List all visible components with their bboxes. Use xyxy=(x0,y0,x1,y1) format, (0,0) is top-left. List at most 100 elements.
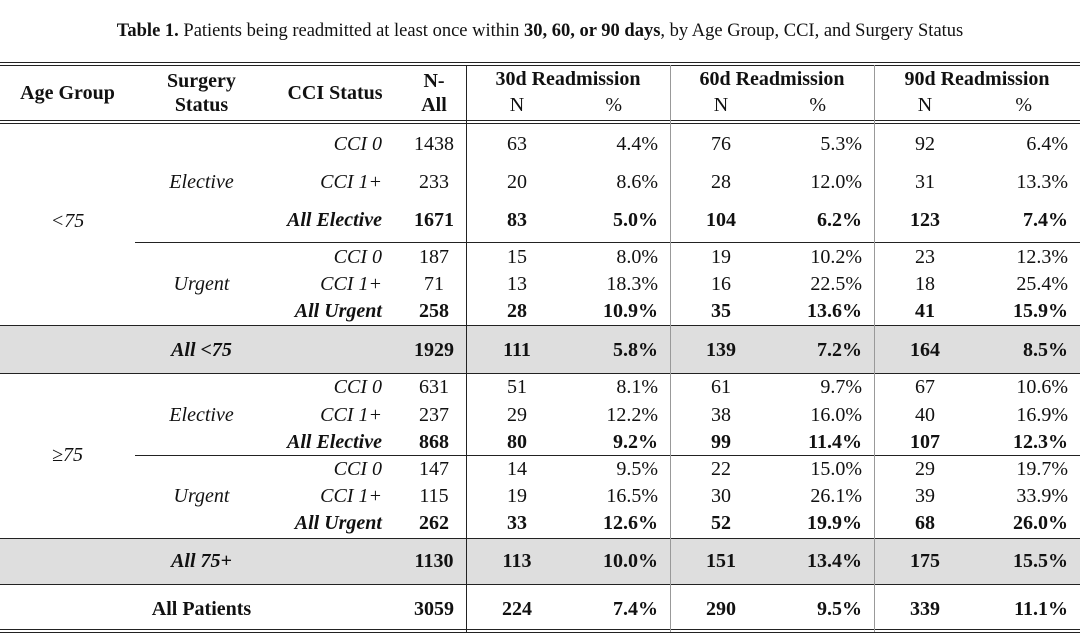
n-all-cell: 3059 xyxy=(414,597,454,620)
n-60d-cell: 22 xyxy=(711,457,731,480)
n-90d-cell: 92 xyxy=(915,132,935,155)
n-60d-cell: 35 xyxy=(711,299,731,322)
n-90d-cell: 339 xyxy=(910,597,940,620)
n-30d-cell: 19 xyxy=(507,484,527,507)
n-all-cell: 115 xyxy=(419,484,449,507)
pct-90d-cell: 19.7% xyxy=(1016,457,1068,480)
header-n-all: N- All xyxy=(421,70,447,116)
n-30d-cell: 20 xyxy=(507,170,527,193)
pct-30d-cell: 10.0% xyxy=(603,549,658,572)
pct-60d-cell: 13.6% xyxy=(807,299,862,322)
n-60d-cell: 28 xyxy=(711,170,731,193)
n-90d-cell: 18 xyxy=(915,272,935,295)
top-rule xyxy=(0,62,1080,63)
caption-text-bold: 30, 60, or 90 days xyxy=(524,21,661,41)
pct-30d-cell: 5.8% xyxy=(613,338,658,361)
n-30d-cell: 113 xyxy=(502,549,532,572)
pct-60d-cell: 12.0% xyxy=(810,170,862,193)
n-30d-cell: 83 xyxy=(507,208,527,231)
header-age-group: Age Group xyxy=(20,82,115,104)
cci-status-cell: All Urgent xyxy=(294,299,382,322)
pct-30d-cell: 16.5% xyxy=(606,484,658,507)
header-30d-readmission: 30d Readmission xyxy=(495,68,641,90)
column-divider xyxy=(466,65,467,632)
pct-30d-cell: 8.6% xyxy=(616,170,658,193)
pct-60d-cell: 26.1% xyxy=(810,484,862,507)
bottom-rule xyxy=(0,629,1080,630)
pct-60d-cell: 13.4% xyxy=(807,549,862,572)
pct-30d-cell: 4.4% xyxy=(616,132,658,155)
n-60d-cell: 104 xyxy=(706,208,736,231)
header-pct: % xyxy=(809,93,826,116)
group-divider xyxy=(135,242,1080,243)
pct-30d-cell: 18.3% xyxy=(606,272,658,295)
n-60d-cell: 52 xyxy=(711,511,731,534)
header-cci-status: CCI Status xyxy=(287,82,383,104)
n-all-cell: 147 xyxy=(419,457,449,480)
surgery-urgent: Urgent xyxy=(173,484,230,507)
n-60d-cell: 151 xyxy=(706,549,736,572)
cci-status-cell: CCI 0 xyxy=(333,375,382,398)
cci-status-cell: CCI 1+ xyxy=(320,272,382,295)
summary-row-shade xyxy=(0,538,1080,584)
n-all-cell: 187 xyxy=(419,245,449,268)
pct-30d-cell: 8.1% xyxy=(616,375,658,398)
pct-30d-cell: 9.2% xyxy=(613,430,658,453)
top-rule-double xyxy=(0,65,1080,66)
header-pct: % xyxy=(1015,93,1032,116)
header-n: N xyxy=(509,93,525,116)
caption-label: Table 1. xyxy=(116,21,179,41)
pct-90d-cell: 8.5% xyxy=(1023,338,1068,361)
pct-60d-cell: 15.0% xyxy=(810,457,862,480)
pct-30d-cell: 5.0% xyxy=(613,208,658,231)
surgery-elective: Elective xyxy=(169,403,234,426)
n-90d-cell: 107 xyxy=(910,430,940,453)
header-n: N xyxy=(713,93,729,116)
pct-90d-cell: 6.4% xyxy=(1026,132,1068,155)
cci-status-cell: All Elective xyxy=(287,208,382,231)
summary-label: All 75+ xyxy=(171,549,232,572)
caption-text-after: , by Age Group, CCI, and Surgery Status xyxy=(660,21,964,41)
n-60d-cell: 30 xyxy=(711,484,731,507)
n-all-cell: 1929 xyxy=(414,338,454,361)
n-all-cell: 71 xyxy=(424,272,444,295)
cci-status-cell: All Elective xyxy=(287,430,382,453)
cci-status-cell: CCI 0 xyxy=(333,245,382,268)
n-30d-cell: 63 xyxy=(507,132,527,155)
age-group-lt75: <75 xyxy=(50,209,85,232)
pct-90d-cell: 16.9% xyxy=(1016,403,1068,426)
n-60d-cell: 19 xyxy=(711,245,731,268)
n-30d-cell: 13 xyxy=(507,272,527,295)
n-90d-cell: 175 xyxy=(910,549,940,572)
cci-status-cell: CCI 1+ xyxy=(320,484,382,507)
n-all-cell: 1130 xyxy=(414,549,454,572)
n-all-cell: 262 xyxy=(419,511,449,534)
n-90d-cell: 123 xyxy=(910,208,940,231)
pct-30d-cell: 12.6% xyxy=(603,511,658,534)
surgery-elective: Elective xyxy=(169,170,234,193)
pct-60d-cell: 22.5% xyxy=(810,272,862,295)
n-60d-cell: 76 xyxy=(711,132,731,155)
n-60d-cell: 16 xyxy=(711,272,731,295)
pct-90d-cell: 33.9% xyxy=(1016,484,1068,507)
n-60d-cell: 139 xyxy=(706,338,736,361)
pct-90d-cell: 12.3% xyxy=(1016,245,1068,268)
n-30d-cell: 224 xyxy=(502,597,532,620)
cci-status-cell: CCI 1+ xyxy=(320,403,382,426)
cci-status-cell: All Urgent xyxy=(294,511,382,534)
pct-90d-cell: 15.5% xyxy=(1013,549,1068,572)
pct-60d-cell: 16.0% xyxy=(810,403,862,426)
n-30d-cell: 14 xyxy=(507,457,527,480)
n-90d-cell: 164 xyxy=(910,338,940,361)
pct-60d-cell: 10.2% xyxy=(810,245,862,268)
header-n: N xyxy=(917,93,933,116)
table-caption: Table 1. Patients being readmitted at le… xyxy=(0,0,1080,62)
header-bottom-rule xyxy=(0,120,1080,121)
n-30d-cell: 51 xyxy=(507,375,527,398)
n-60d-cell: 290 xyxy=(706,597,736,620)
n-all-cell: 258 xyxy=(419,299,449,322)
header-90d-readmission: 90d Readmission xyxy=(904,68,1050,90)
surgery-urgent: Urgent xyxy=(173,272,230,295)
pct-30d-cell: 12.2% xyxy=(606,403,658,426)
n-90d-cell: 68 xyxy=(915,511,935,534)
